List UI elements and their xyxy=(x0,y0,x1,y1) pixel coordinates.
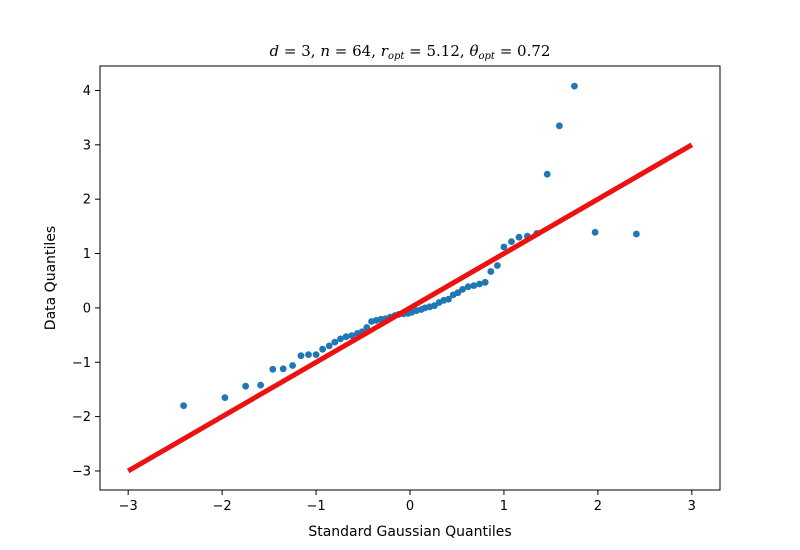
x-tick-label: −1 xyxy=(306,499,325,514)
data-point xyxy=(464,283,472,291)
data-point xyxy=(459,286,466,293)
data-point xyxy=(487,268,495,275)
reference-line xyxy=(126,142,694,474)
y-tick-label: −2 xyxy=(72,410,91,425)
chart-title: d = 3, n = 64, ropt = 5.12, θopt = 0.72 xyxy=(270,42,551,62)
x-tick-label: 3 xyxy=(688,499,696,514)
data-point xyxy=(325,342,333,350)
x-tick-label: 0 xyxy=(406,499,414,514)
y-tick-label: −1 xyxy=(72,356,91,371)
data-point xyxy=(319,345,326,353)
y-axis-label: Data Quantiles xyxy=(43,226,59,330)
y-axis: −3 −2 −1 0 1 2 3 4 xyxy=(72,84,100,479)
y-tick-label: 0 xyxy=(83,301,91,316)
data-point xyxy=(221,394,229,401)
data-point xyxy=(494,262,501,269)
data-point xyxy=(445,295,452,303)
data-point xyxy=(312,351,320,358)
data-point xyxy=(331,338,339,346)
data-point xyxy=(500,243,508,251)
y-tick-label: 4 xyxy=(83,84,91,99)
data-point xyxy=(633,230,640,238)
x-tick-label: 1 xyxy=(500,499,508,514)
x-tick-label: 2 xyxy=(594,499,602,514)
y-tick-label: −3 xyxy=(72,464,91,479)
data-point xyxy=(257,381,264,389)
data-point xyxy=(556,122,563,130)
data-point xyxy=(269,365,277,373)
data-point xyxy=(348,332,356,339)
data-point xyxy=(543,170,551,178)
x-tick-label: −3 xyxy=(119,499,138,514)
data-point xyxy=(342,333,350,341)
data-point xyxy=(481,278,489,286)
data-point xyxy=(289,362,296,369)
data-point xyxy=(454,289,462,297)
data-point xyxy=(470,282,478,289)
data-point xyxy=(571,82,578,90)
data-point xyxy=(305,351,312,358)
data-point xyxy=(279,365,287,373)
data-point xyxy=(337,335,344,343)
y-tick-label: 1 xyxy=(83,247,91,262)
data-point xyxy=(508,238,515,246)
data-point xyxy=(476,280,483,288)
x-axis: −3 −2 −1 0 1 2 3 xyxy=(119,490,696,514)
data-point xyxy=(242,382,250,390)
data-point xyxy=(591,228,599,236)
x-axis-label: Standard Gaussian Quantiles xyxy=(308,524,511,540)
y-tick-label: 2 xyxy=(83,193,91,208)
y-tick-label: 3 xyxy=(83,138,91,153)
x-tick-label: −2 xyxy=(213,499,232,514)
data-point xyxy=(180,402,188,410)
data-point xyxy=(297,352,305,360)
data-point xyxy=(515,233,523,241)
